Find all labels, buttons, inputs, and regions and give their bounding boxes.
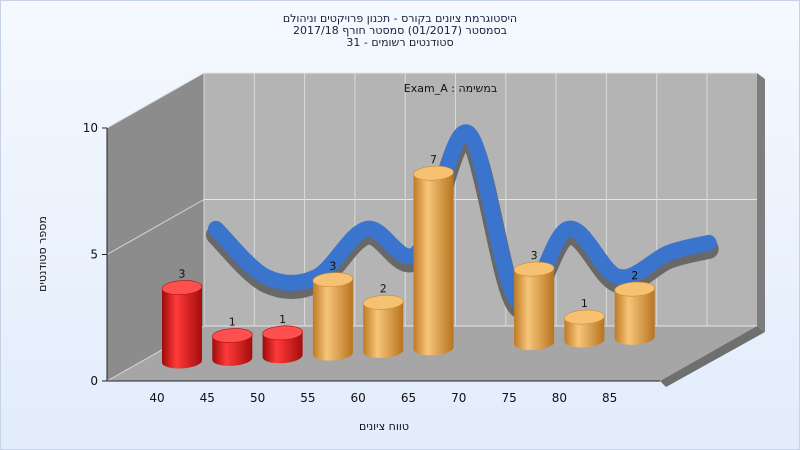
bar-body [614,288,655,345]
axis-frame [106,128,660,382]
wall-edge [757,73,765,332]
bar-value-label: 7 [430,153,437,166]
bar-value-label: 3 [531,249,538,262]
bar-80 [564,309,605,348]
bar-cap [312,272,354,288]
floor-edge [660,326,765,387]
x-tick-label: 80 [552,391,567,405]
bar-value-label: 1 [581,297,588,310]
x-tick-label: 75 [501,391,516,405]
bar-body [162,286,202,369]
bar-cap [413,165,454,181]
x-tick-label: 70 [451,391,466,405]
y-tick-label: 10 [83,121,98,135]
bar-cap [564,309,605,325]
bar-45 [212,328,253,366]
chart-enrolled: סטודנטים רשומים - 31 [346,36,454,49]
y-axis-label: מספר סטודנטים [36,216,49,292]
chart-title: היסטוגרמת ציונים בקורס - תכנון פרויקטים … [282,12,518,25]
bar-50 [262,325,303,364]
gridline-side [106,72,205,129]
x-tick-label: 50 [250,391,265,405]
x-tick-label: 40 [149,391,164,405]
bar-65 [413,165,454,356]
bar-cap [161,280,203,295]
y-tick-label: 5 [90,248,98,262]
x-tick-label: 45 [200,391,215,405]
bar-40 [161,280,203,369]
chart-semester: בסמסטר (01/2017) סמסטר חורף 2017/18 [293,24,507,37]
bar-value-label: 2 [380,282,387,295]
gridline-side [106,199,205,255]
x-tick-label: 55 [300,391,315,405]
x-tick-label: 85 [602,391,617,405]
bar-value-label: 3 [329,259,336,272]
bar-cap [262,325,303,341]
bar-body [514,268,555,351]
bar-body [312,278,353,361]
bar-body [363,301,404,358]
x-tick-label: 65 [401,391,416,405]
x-axis-label: טווח ציונים [359,420,409,433]
bar-cap [513,261,555,277]
bar-value-label: 1 [279,313,286,326]
bar-cap [614,281,656,297]
bar-value-label: 2 [631,269,638,282]
chart-subtitle: Exam_A : במשימה [404,82,497,95]
bar-cap [212,328,253,343]
bar-value-label: 1 [229,315,236,328]
bar-55 [312,272,354,361]
bar-60 [362,294,404,358]
bar-body [413,172,454,356]
bar-75 [513,261,555,351]
x-tick-label: 60 [351,391,366,405]
bar-value-label: 3 [179,267,186,280]
bar-85 [614,281,656,345]
bar-cap [362,294,404,310]
y-tick-label: 0 [90,374,98,388]
